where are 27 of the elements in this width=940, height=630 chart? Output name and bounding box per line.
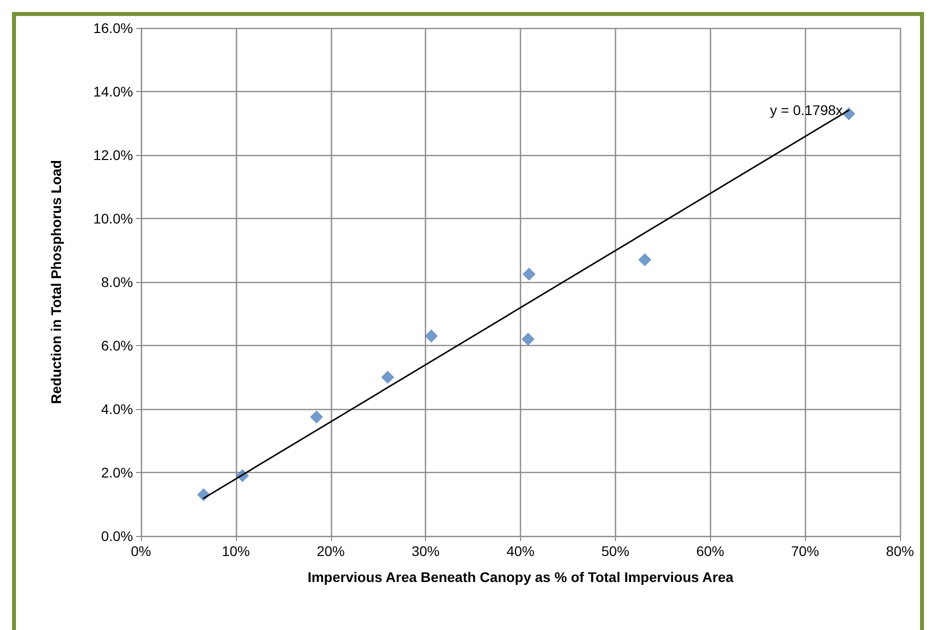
x-tick-label: 70% bbox=[791, 543, 820, 559]
y-tick-label: 4.0% bbox=[101, 401, 133, 417]
point bbox=[522, 332, 535, 346]
point bbox=[522, 268, 536, 281]
y-tick-label: 2.0% bbox=[101, 464, 133, 480]
y-tick-label: 0.0% bbox=[101, 528, 133, 544]
y-tick-label: 14.0% bbox=[93, 84, 133, 100]
x-tick-label: 10% bbox=[222, 543, 250, 559]
x-tick-label: 30% bbox=[412, 543, 440, 559]
point bbox=[310, 410, 324, 424]
point bbox=[381, 370, 394, 384]
x-tick-label: 50% bbox=[601, 543, 630, 559]
y-axis-title: Reduction in Total Phosphorus Load bbox=[48, 160, 64, 404]
y-tick-label: 12.0% bbox=[93, 147, 133, 163]
x-tick-label: 60% bbox=[696, 543, 724, 559]
x-tick-label: 40% bbox=[506, 543, 535, 559]
y-tick-label: 16.0% bbox=[93, 20, 133, 36]
x-tick-label: 80% bbox=[886, 543, 914, 559]
y-tick-label: 6.0% bbox=[101, 338, 133, 354]
x-tick-label: 0% bbox=[130, 543, 152, 559]
point bbox=[638, 253, 652, 266]
y-tick-label: 8.0% bbox=[101, 274, 133, 290]
x-tick-label: 20% bbox=[316, 543, 345, 559]
y-tick-label: 10.0% bbox=[93, 210, 133, 226]
annotation: y = 0.1798x bbox=[770, 102, 843, 118]
x-axis-title: Impervious Area Beneath Canopy as % of Total Impervious Area bbox=[308, 569, 734, 585]
point bbox=[424, 329, 438, 342]
